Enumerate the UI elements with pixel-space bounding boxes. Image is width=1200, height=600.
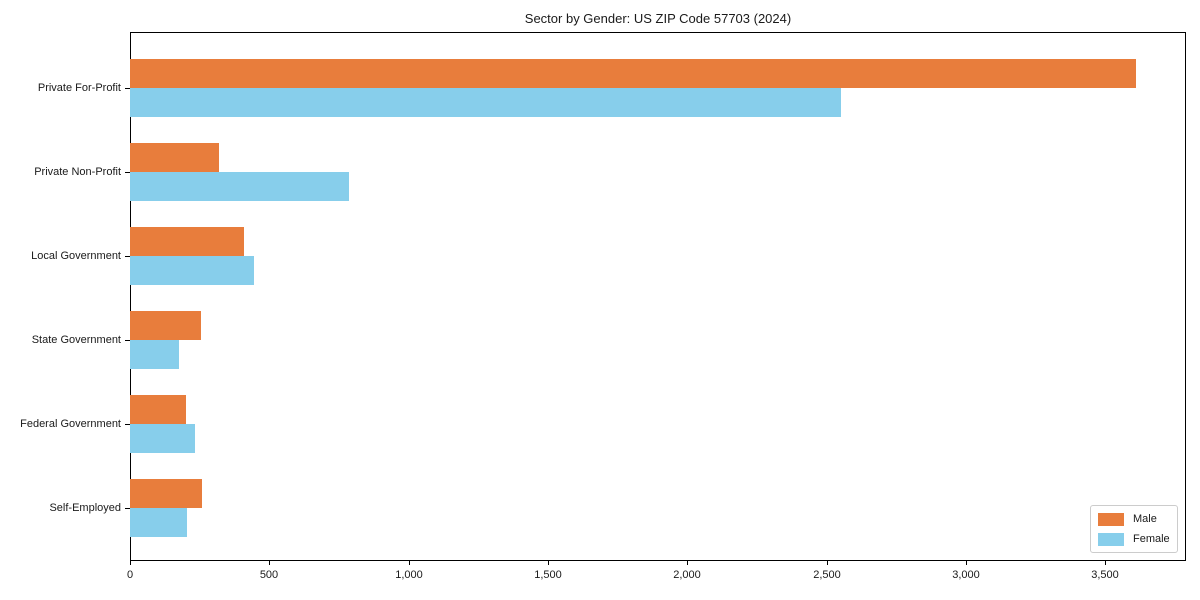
bar-female-2 [130,172,349,201]
plot-area [130,32,1186,561]
bar-female-1 [130,88,841,117]
bar-male-2 [130,143,219,172]
x-tick-label: 2,000 [673,569,701,581]
x-tick-label: 1,000 [395,569,423,581]
y-tick-mark [125,88,130,89]
x-tick-mark [687,561,688,565]
x-tick-mark [269,561,270,565]
x-tick-mark [1105,561,1106,565]
x-tick-label: 500 [259,569,279,581]
x-tick-label: 2,500 [813,569,841,581]
y-tick-label: Self-Employed [49,502,121,514]
y-tick-mark [125,340,130,341]
x-tick-mark [409,561,410,565]
legend-label-male: Male [1133,513,1157,525]
x-tick-mark [548,561,549,565]
y-tick-mark [125,256,130,257]
bar-male-4 [130,311,201,340]
bar-male-3 [130,227,244,256]
y-tick-mark [125,172,130,173]
x-tick-mark [827,561,828,565]
chart-title: Sector by Gender: US ZIP Code 57703 (202… [524,11,792,26]
y-tick-mark [125,424,130,425]
legend-label-female: Female [1133,533,1170,545]
bar-female-5 [130,424,195,453]
x-tick-label: 1,500 [534,569,562,581]
bar-female-3 [130,256,254,285]
legend: Male Female [1090,505,1178,553]
y-tick-label: Local Government [31,250,121,262]
male-series-swatch [1098,512,1124,526]
bar-male-1 [130,59,1136,88]
y-tick-label: Federal Government [20,418,121,430]
legend-item-male: Male [1098,511,1169,527]
x-tick-label: 3,000 [952,569,980,581]
female-series-swatch [1098,532,1124,546]
x-tick-label: 0 [126,569,134,581]
y-tick-label: Private Non-Profit [34,166,121,178]
bar-female-4 [130,340,179,369]
bar-male-5 [130,395,186,424]
y-tick-mark [125,508,130,509]
bar-male-6 [130,479,202,508]
y-tick-label: State Government [31,334,121,346]
x-tick-label: 3,500 [1091,569,1119,581]
bar-female-6 [130,508,187,537]
legend-item-female: Female [1098,531,1170,547]
x-tick-mark [130,561,131,565]
y-tick-label: Private For-Profit [37,82,121,94]
x-tick-mark [966,561,967,565]
